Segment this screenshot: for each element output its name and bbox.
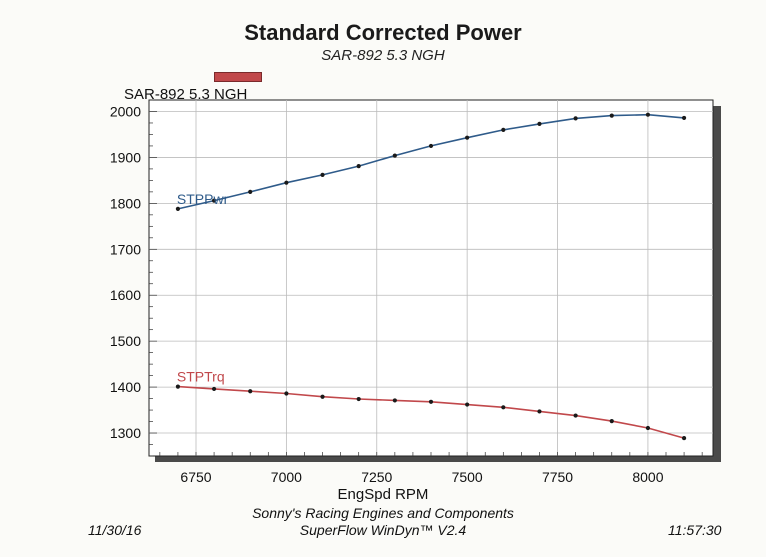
data-point: [356, 164, 361, 169]
y-tick-label: 1900: [110, 149, 141, 165]
data-point: [284, 180, 289, 185]
y-tick-label: 2000: [110, 103, 141, 119]
data-point: [501, 405, 506, 410]
data-point: [537, 121, 542, 126]
y-tick-label: 1700: [110, 241, 141, 257]
data-point: [175, 384, 181, 389]
x-tick-label: 7750: [542, 469, 573, 485]
x-tick-label: 6750: [180, 469, 211, 485]
data-point: [428, 143, 434, 149]
legend-label: SAR-892 5.3 NGH: [124, 86, 248, 103]
y-tick-label: 1500: [110, 333, 141, 349]
chart-title: Standard Corrected Power: [244, 20, 522, 45]
tick-labels: 1300 1400 1500 1600 1700 1800 1900 2000 6750 7000…: [110, 103, 664, 485]
y-tick-label: 1400: [110, 379, 141, 395]
series-label: STPPwr: [177, 191, 229, 207]
x-tick-label: 7500: [452, 469, 483, 485]
y-tick-label: 1800: [110, 195, 141, 211]
test-date: 11/30/16: [88, 522, 142, 538]
data-point: [681, 115, 687, 121]
data-point: [609, 113, 614, 118]
y-tick-label: 1300: [110, 425, 141, 441]
grid-lines: [149, 100, 713, 456]
data-point: [573, 116, 578, 121]
data-point: [428, 399, 434, 404]
data-point: [681, 435, 687, 441]
chart-subtitle: SAR-892 5.3 NGH: [321, 47, 445, 64]
data-point: [537, 409, 542, 414]
y-tick-label: 1600: [110, 287, 141, 303]
company-name: Sonny's Racing Engines and Components: [252, 505, 514, 521]
data-point: [248, 389, 253, 394]
data-point: [284, 391, 289, 396]
data-point: [645, 112, 651, 117]
legend-swatch: [214, 72, 262, 82]
x-tick-label: 7000: [271, 469, 302, 485]
data-point: [392, 153, 397, 158]
software-name: SuperFlow WinDyn™ V2.4: [299, 522, 467, 538]
data-point: [573, 413, 578, 418]
data-point: [465, 135, 470, 140]
data-point: [211, 386, 217, 392]
x-tick-label: 7250: [361, 469, 392, 485]
data-point: [609, 418, 614, 424]
test-time: 11:57:30: [668, 522, 722, 538]
data-point: [320, 172, 325, 177]
data-point: [211, 198, 217, 203]
axis-ticks: [149, 99, 703, 457]
data-point: [501, 127, 506, 132]
x-axis-label: EngSpd RPM: [337, 486, 429, 503]
data-point: [392, 398, 397, 403]
series-lines: [175, 112, 687, 441]
data-point: [645, 425, 651, 431]
data-point: [465, 402, 470, 407]
data-point: [175, 206, 181, 211]
x-tick-label: 8000: [632, 469, 663, 485]
data-point: [356, 396, 361, 402]
data-point: [320, 394, 325, 399]
series-label: STPTrq: [177, 369, 225, 385]
plot-area: [148, 99, 714, 457]
data-point: [248, 189, 253, 194]
